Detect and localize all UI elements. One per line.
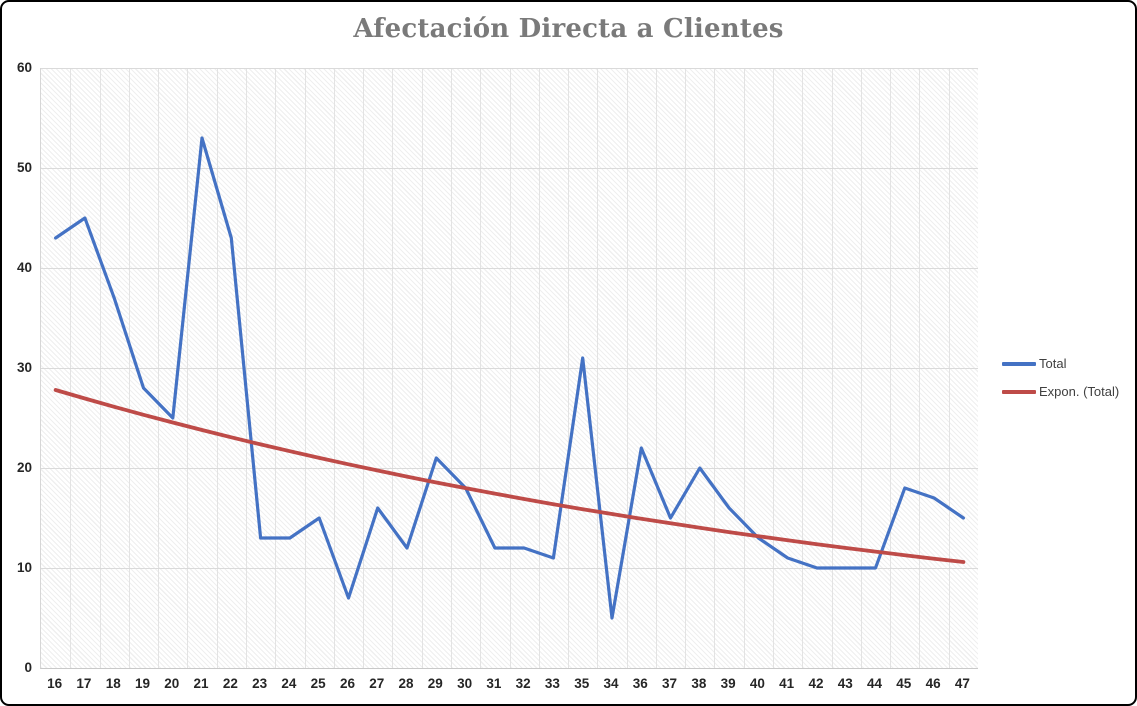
x-tick-label: 44 <box>867 676 883 691</box>
x-tick-label: 20 <box>164 676 180 691</box>
chart-title: Afectación Directa a Clientes <box>353 14 784 44</box>
x-tick-label: 33 <box>544 676 560 691</box>
legend-label-expon-total: Expon. (Total) <box>1039 384 1120 399</box>
x-tick-label: 26 <box>339 676 355 691</box>
y-tick-label: 30 <box>16 360 32 375</box>
x-tick-label: 39 <box>720 676 736 691</box>
x-tick-label: 28 <box>398 676 414 691</box>
y-tick-label: 20 <box>16 460 32 475</box>
x-tick-label: 21 <box>193 676 209 691</box>
x-tick-label: 36 <box>632 676 648 691</box>
y-tick-label: 40 <box>16 260 32 275</box>
y-tick-label: 0 <box>24 660 32 675</box>
total-series-line <box>54 136 966 620</box>
x-tick-label: 32 <box>515 676 531 691</box>
x-tick-label: 29 <box>427 676 443 691</box>
x-tick-label: 37 <box>662 676 678 691</box>
x-tick-label: 22 <box>222 676 238 691</box>
plot-area <box>40 68 978 669</box>
x-tick-label: 31 <box>486 676 502 691</box>
x-tick-label: 27 <box>369 676 385 691</box>
y-tick-label: 60 <box>16 60 32 75</box>
x-tick-label: 23 <box>252 676 268 691</box>
total-line-swatch <box>1002 361 1036 366</box>
x-tick-label: 25 <box>310 676 326 691</box>
x-tick-label: 46 <box>925 676 941 691</box>
x-tick-label: 34 <box>603 676 619 691</box>
x-tick-label: 38 <box>691 676 707 691</box>
x-tick-label: 24 <box>281 676 297 691</box>
x-tick-label: 19 <box>134 676 150 691</box>
x-tick-label: 35 <box>574 676 590 691</box>
x-tick-label: 17 <box>76 676 92 691</box>
plot-canvas <box>41 68 978 668</box>
x-tick-label: 16 <box>47 676 63 691</box>
expon-total-line-swatch <box>1002 389 1036 394</box>
x-tick-label: 42 <box>808 676 824 691</box>
x-tick-label: 40 <box>749 676 765 691</box>
x-tick-label: 30 <box>457 676 473 691</box>
x-tick-label: 41 <box>779 676 795 691</box>
legend-label-total: Total <box>1039 356 1067 371</box>
x-tick-label: 47 <box>954 676 970 691</box>
x-tick-label: 43 <box>837 676 853 691</box>
x-tick-label: 45 <box>896 676 912 691</box>
y-tick-label: 10 <box>16 560 32 575</box>
expon-trendline <box>53 388 966 564</box>
legend-item-total: Total <box>1002 356 1119 371</box>
legend-item-expon-total: Expon. (Total) <box>1002 384 1119 399</box>
legend: Total Expon. (Total) <box>1002 356 1119 399</box>
y-tick-label: 50 <box>16 160 32 175</box>
x-tick-label: 18 <box>105 676 121 691</box>
